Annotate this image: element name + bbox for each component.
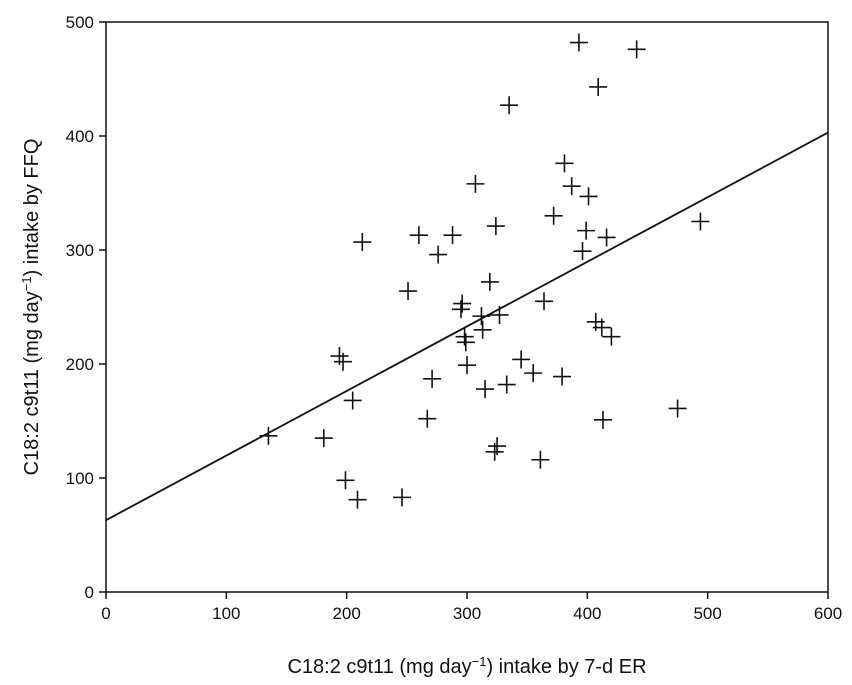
data-point bbox=[334, 352, 353, 371]
x-axis-ticks bbox=[105, 592, 829, 599]
data-point bbox=[472, 307, 491, 326]
data-point bbox=[418, 409, 437, 428]
data-point bbox=[466, 174, 485, 193]
data-point bbox=[577, 221, 596, 240]
x-axis-tick-labels: 0 100 200 300 400 500 600 bbox=[101, 604, 842, 623]
data-point bbox=[497, 375, 516, 394]
data-point bbox=[597, 228, 616, 247]
data-point bbox=[531, 450, 550, 469]
data-point bbox=[555, 154, 574, 173]
regression-line bbox=[105, 131, 829, 521]
x-tick-label: 100 bbox=[212, 604, 240, 623]
y-tick-label: 300 bbox=[66, 241, 94, 260]
data-point bbox=[524, 364, 543, 383]
x-axis-label: C18:2 c9t11 (mg day−1) intake by 7-d ER bbox=[287, 654, 646, 678]
data-point bbox=[544, 206, 563, 225]
data-point bbox=[453, 294, 472, 313]
data-point bbox=[343, 391, 362, 410]
x-tick-label: 300 bbox=[453, 604, 481, 623]
data-point bbox=[429, 245, 448, 264]
data-point bbox=[480, 272, 499, 291]
data-point bbox=[443, 226, 462, 245]
data-point bbox=[589, 77, 608, 96]
data-point bbox=[691, 212, 710, 231]
data-point bbox=[409, 226, 428, 245]
data-point bbox=[456, 333, 475, 352]
plot-frame bbox=[105, 21, 829, 593]
data-point bbox=[488, 437, 507, 456]
data-point bbox=[579, 187, 598, 206]
x-tick-label: 600 bbox=[814, 604, 842, 623]
data-point bbox=[562, 177, 581, 196]
data-point bbox=[668, 399, 687, 418]
data-point bbox=[259, 426, 278, 445]
data-point bbox=[500, 96, 519, 115]
data-point bbox=[535, 292, 554, 311]
y-tick-label: 400 bbox=[66, 127, 94, 146]
x-tick-label: 400 bbox=[573, 604, 601, 623]
data-point bbox=[423, 369, 442, 388]
y-axis-ticks bbox=[99, 21, 106, 593]
y-tick-label: 500 bbox=[66, 13, 94, 32]
data-point bbox=[476, 380, 495, 399]
data-point bbox=[573, 242, 592, 261]
y-tick-label: 100 bbox=[66, 469, 94, 488]
data-point bbox=[458, 356, 476, 375]
data-point bbox=[490, 305, 509, 324]
data-point bbox=[473, 320, 492, 339]
data-point bbox=[314, 429, 333, 448]
data-point bbox=[592, 318, 611, 337]
x-tick-label: 0 bbox=[101, 604, 110, 623]
data-point bbox=[569, 33, 588, 52]
data-point bbox=[348, 490, 367, 509]
data-point bbox=[593, 410, 612, 429]
data-point bbox=[353, 233, 372, 252]
data-point bbox=[602, 327, 621, 346]
y-axis-tick-labels: 0 100 200 300 400 500 bbox=[66, 13, 94, 602]
x-tick-label: 500 bbox=[693, 604, 721, 623]
y-tick-label: 0 bbox=[85, 583, 94, 602]
y-tick-label: 200 bbox=[66, 355, 94, 374]
data-point bbox=[336, 471, 355, 490]
data-point bbox=[627, 40, 646, 59]
data-point bbox=[486, 217, 505, 236]
data-point bbox=[512, 350, 531, 369]
data-point bbox=[399, 282, 418, 301]
data-point bbox=[553, 367, 572, 386]
x-tick-label: 200 bbox=[332, 604, 360, 623]
data-point bbox=[393, 488, 412, 507]
y-axis-label: C18:2 c9t11 (mg day−1) intake by FFQ bbox=[19, 139, 43, 476]
data-points bbox=[259, 33, 710, 509]
